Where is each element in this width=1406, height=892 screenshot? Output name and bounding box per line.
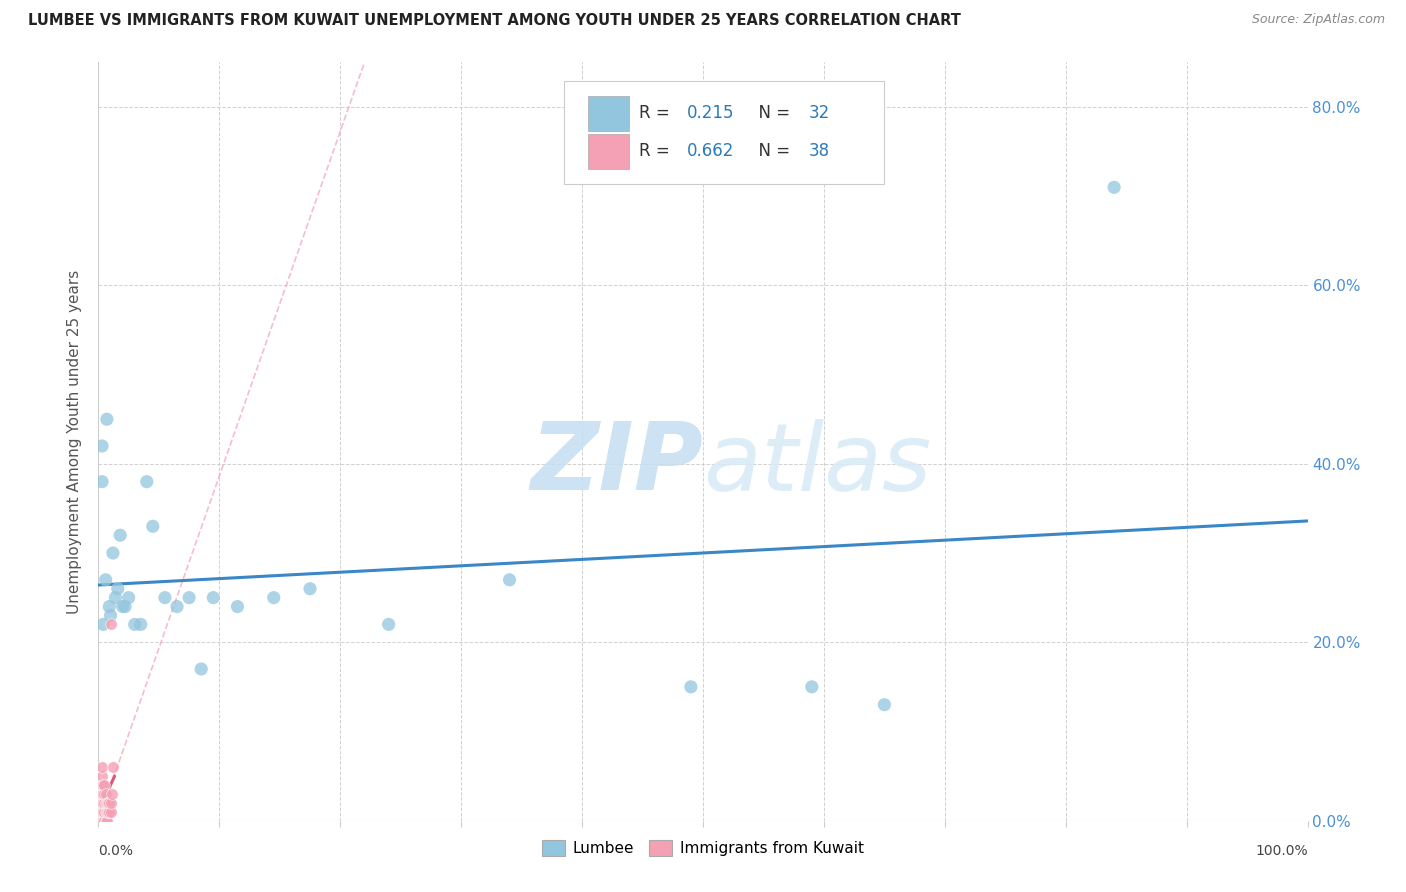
Point — [90, 805, 112, 819]
Point — [98, 796, 121, 810]
Point — [93, 787, 115, 801]
Point — [166, 599, 188, 614]
Point — [94, 573, 117, 587]
Point — [108, 528, 131, 542]
Text: 0.0%: 0.0% — [98, 844, 134, 858]
Text: N =: N = — [748, 104, 796, 122]
Point — [129, 617, 152, 632]
Point — [93, 796, 115, 810]
Text: 32: 32 — [808, 104, 830, 122]
Point — [135, 475, 157, 489]
FancyBboxPatch shape — [564, 81, 884, 184]
Point — [1102, 180, 1125, 194]
Point — [800, 680, 823, 694]
Y-axis label: Unemployment Among Youth under 25 years: Unemployment Among Youth under 25 years — [67, 269, 83, 614]
Point — [96, 796, 118, 810]
Point — [101, 546, 124, 560]
Point — [299, 582, 322, 596]
Point — [91, 439, 114, 453]
Point — [91, 787, 114, 801]
Point — [91, 778, 114, 792]
Point — [98, 805, 121, 819]
Point — [104, 591, 127, 605]
Point — [111, 599, 134, 614]
Point — [202, 591, 225, 605]
FancyBboxPatch shape — [588, 134, 630, 169]
Text: R =: R = — [638, 142, 675, 161]
Point — [93, 778, 115, 792]
Point — [142, 519, 165, 533]
Text: LUMBEE VS IMMIGRANTS FROM KUWAIT UNEMPLOYMENT AMONG YOUTH UNDER 25 YEARS CORRELA: LUMBEE VS IMMIGRANTS FROM KUWAIT UNEMPLO… — [28, 13, 960, 29]
Point — [97, 796, 120, 810]
Point — [100, 805, 122, 819]
Point — [377, 617, 399, 632]
Point — [107, 582, 129, 596]
Point — [91, 778, 114, 792]
Point — [94, 796, 117, 810]
Point — [179, 591, 201, 605]
Point — [101, 760, 124, 774]
Point — [91, 796, 114, 810]
Text: 100.0%: 100.0% — [1256, 844, 1308, 858]
Point — [100, 796, 122, 810]
Point — [96, 814, 118, 828]
Point — [91, 769, 114, 783]
Point — [91, 805, 114, 819]
Point — [679, 680, 702, 694]
Point — [114, 599, 136, 614]
Point — [263, 591, 285, 605]
Point — [90, 787, 112, 801]
Point — [91, 814, 114, 828]
Point — [226, 599, 249, 614]
Point — [124, 617, 146, 632]
Point — [93, 805, 115, 819]
Point — [873, 698, 896, 712]
Point — [97, 805, 120, 819]
Point — [90, 778, 112, 792]
Text: 0.215: 0.215 — [688, 104, 735, 122]
Point — [90, 814, 112, 828]
Point — [118, 591, 141, 605]
FancyBboxPatch shape — [588, 95, 630, 130]
Point — [91, 796, 114, 810]
Point — [96, 412, 118, 426]
Point — [100, 608, 122, 623]
Point — [153, 591, 176, 605]
Point — [100, 617, 122, 632]
Point — [94, 787, 117, 801]
Point — [94, 814, 117, 828]
Text: R =: R = — [638, 104, 675, 122]
Point — [498, 573, 520, 587]
Point — [91, 814, 114, 828]
Point — [91, 787, 114, 801]
Point — [190, 662, 212, 676]
Text: ZIP: ZIP — [530, 418, 703, 510]
Point — [90, 796, 112, 810]
Point — [91, 475, 114, 489]
Text: Source: ZipAtlas.com: Source: ZipAtlas.com — [1251, 13, 1385, 27]
Point — [91, 617, 114, 632]
Point — [91, 805, 114, 819]
Point — [91, 760, 114, 774]
Point — [98, 599, 121, 614]
Legend: Lumbee, Immigrants from Kuwait: Lumbee, Immigrants from Kuwait — [536, 834, 870, 863]
Text: atlas: atlas — [703, 418, 931, 510]
Point — [93, 814, 115, 828]
Point — [94, 805, 117, 819]
Text: 38: 38 — [808, 142, 830, 161]
Text: 0.662: 0.662 — [688, 142, 735, 161]
Point — [96, 805, 118, 819]
Point — [100, 787, 122, 801]
Text: N =: N = — [748, 142, 796, 161]
